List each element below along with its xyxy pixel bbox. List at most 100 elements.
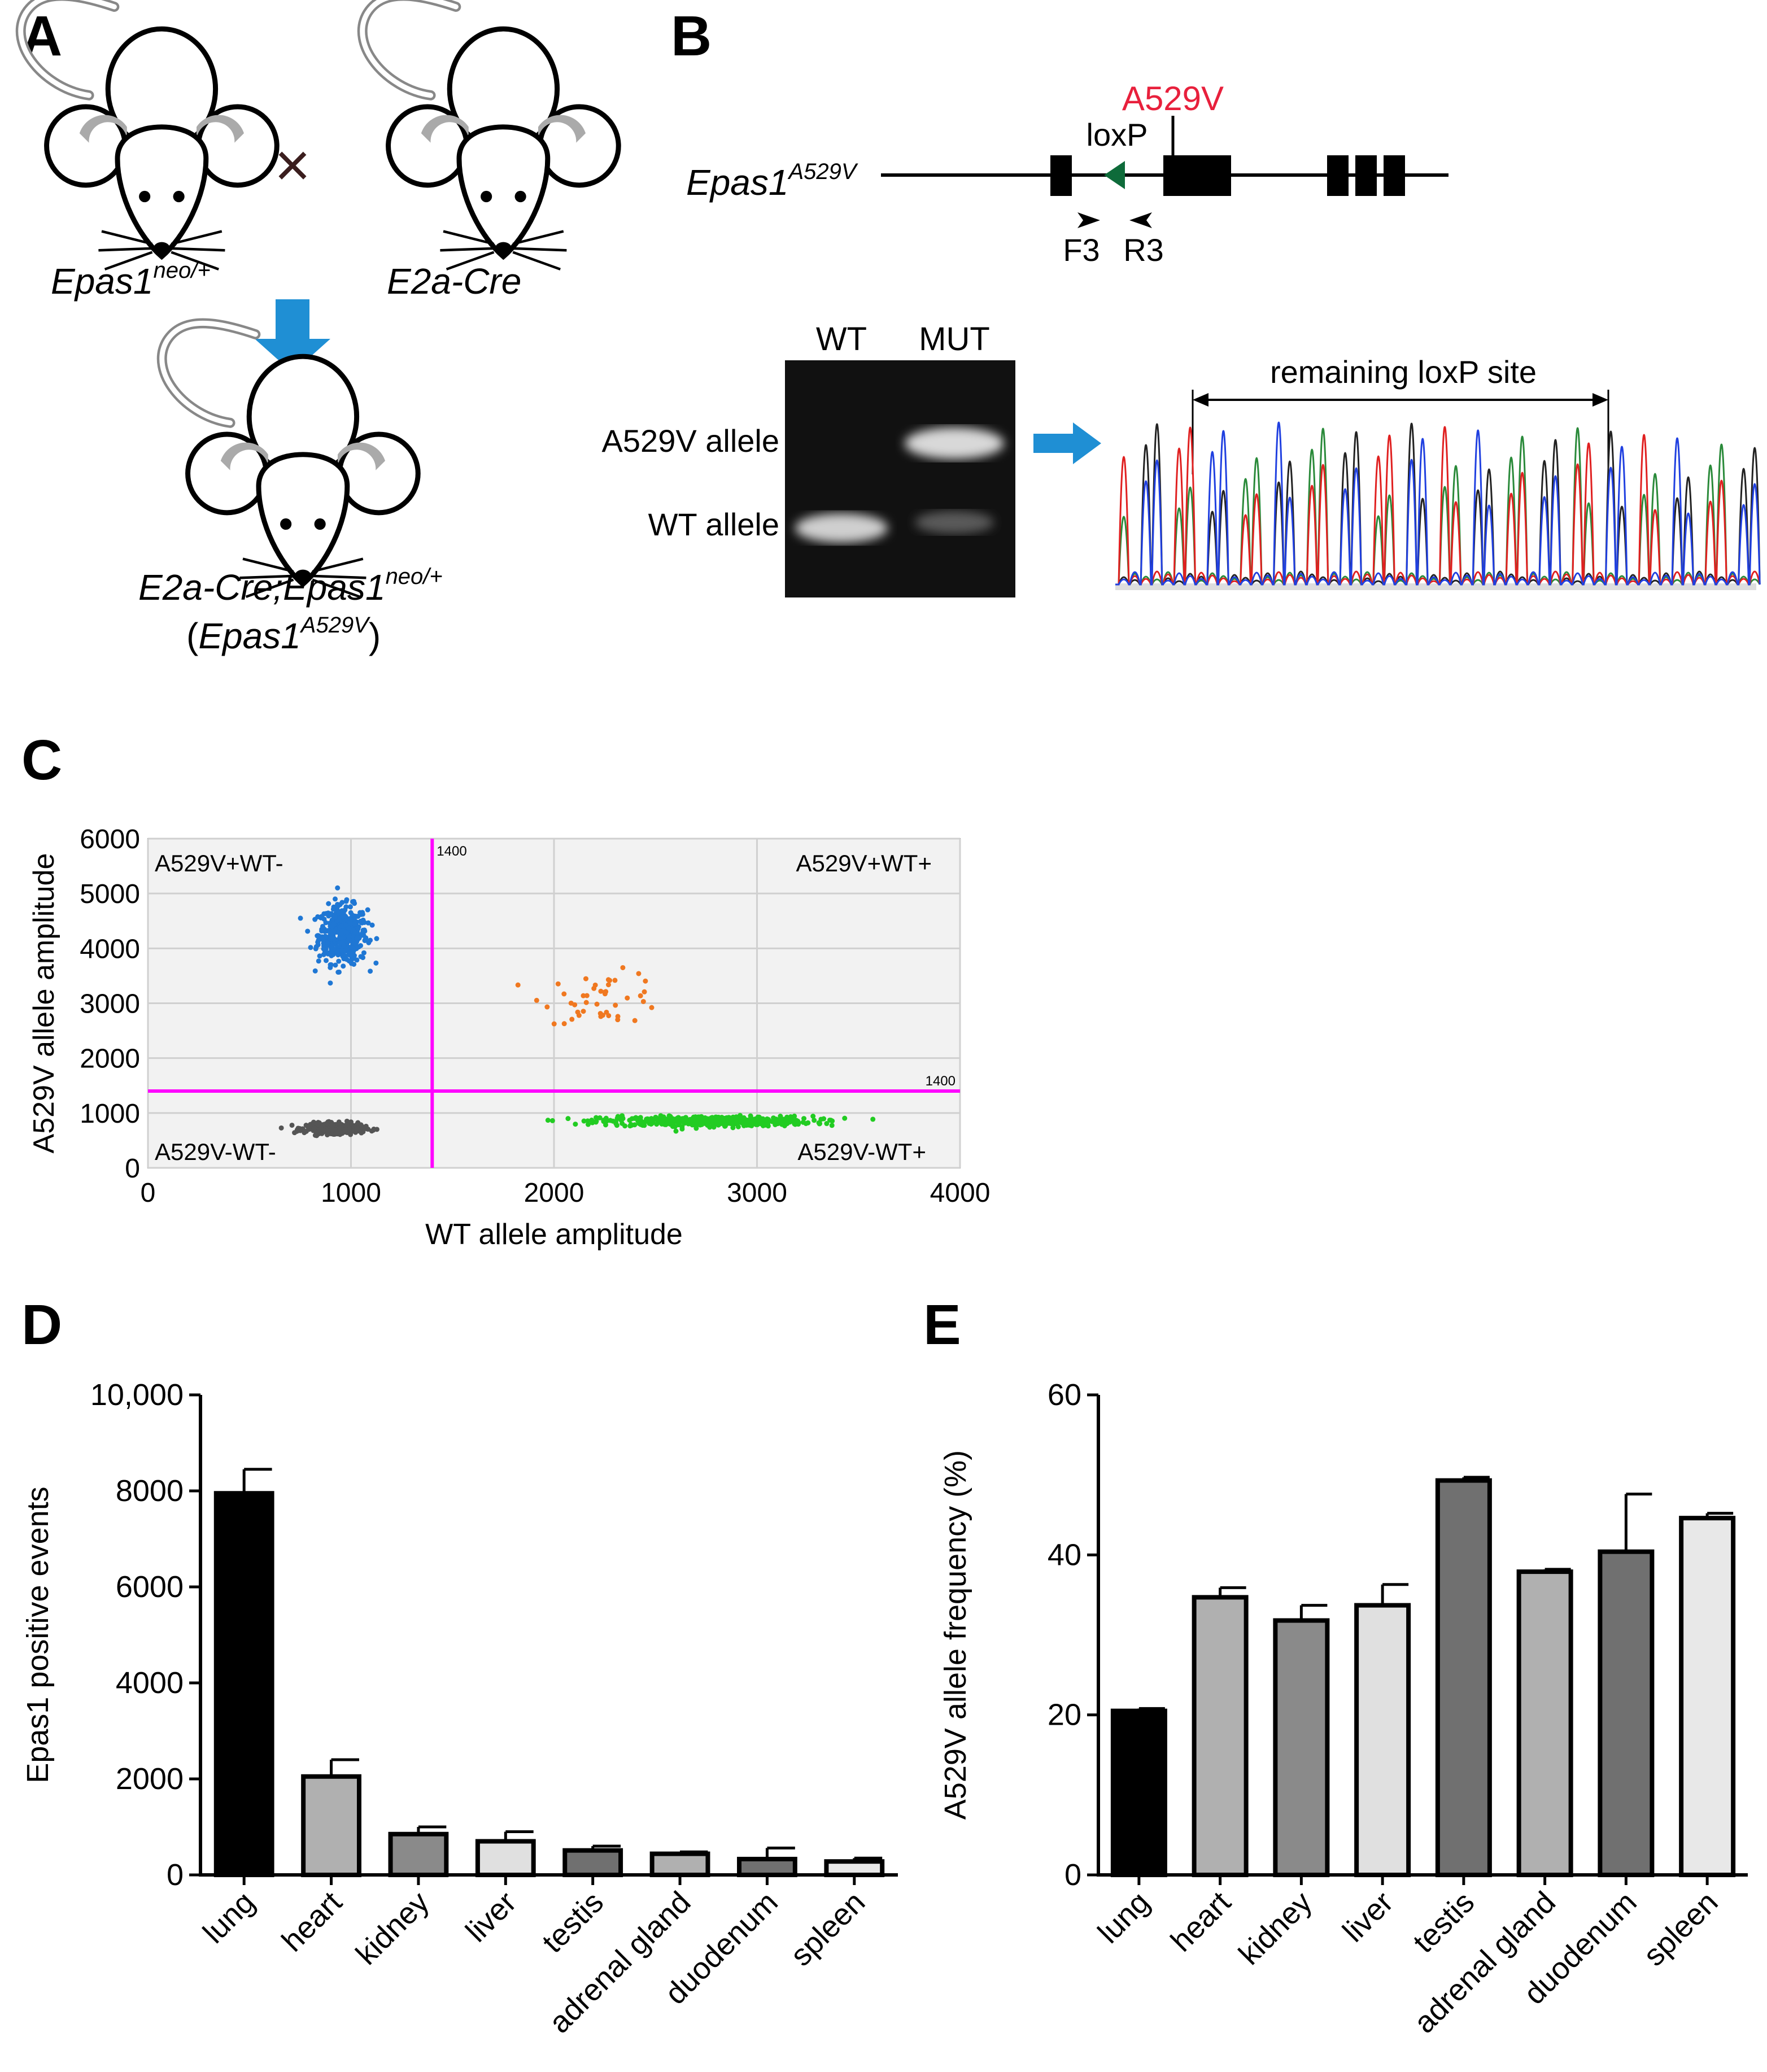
droplet-point (632, 1018, 638, 1023)
droplet-point (745, 1117, 751, 1123)
y-tick-label: 6000 (80, 825, 140, 854)
droplet-point (317, 953, 322, 959)
droplet-point (568, 1000, 574, 1006)
droplet-point (693, 1119, 699, 1125)
droplet-point (323, 920, 329, 926)
droplet-point (368, 969, 373, 974)
bar-lung (1110, 1708, 1167, 1877)
bar-heart (1192, 1595, 1249, 1878)
droplet-point (355, 926, 361, 931)
y-tick-label: 4000 (116, 1666, 184, 1700)
droplet-point (842, 1115, 848, 1121)
quadrant-label-top-right: A529V+WT+ (796, 850, 932, 876)
droplet-point (702, 1117, 708, 1123)
exon-5 (1384, 155, 1405, 196)
droplet-point (601, 1118, 607, 1123)
panel-a: A × Epas1neo/+ E2a-Cre E2a-Cre;Epas1neo/… (21, 0, 619, 656)
threshold-label-y: 1400 (926, 1074, 956, 1089)
mouse-e2a-cre-icon (363, 0, 619, 269)
droplet-point (636, 1119, 642, 1124)
primer-r3-arrow-icon (1129, 212, 1152, 228)
droplet-point (821, 1116, 827, 1122)
y-tick-label: 0 (125, 1154, 140, 1184)
droplet-point (341, 941, 346, 946)
gel-band-mut-wt (915, 511, 994, 534)
bar-adrenal-gland (649, 1851, 710, 1878)
x-tick-label: 2000 (524, 1178, 584, 1208)
droplet-point (329, 924, 335, 930)
droplet-point (770, 1119, 775, 1124)
y-tick-label: 8000 (116, 1474, 184, 1508)
droplet-point (313, 946, 319, 952)
gene-label: Epas1A529V (686, 159, 858, 203)
category-label: heart (276, 1885, 348, 1958)
droplet-point (796, 1122, 801, 1127)
bar-lung (213, 1491, 274, 1877)
droplet-point (606, 1013, 612, 1018)
category-label: spleen (784, 1885, 871, 1973)
droplet-point (342, 1127, 348, 1133)
droplet-point (363, 936, 368, 942)
droplet-point (805, 1120, 811, 1126)
panel-c: C 0 1000 2000 3000 4000 0 1000 2000 3000 4000 5000… (21, 729, 990, 1251)
x-axis-label: WT allele amplitude (425, 1218, 683, 1251)
x-tick-label: 1000 (321, 1178, 381, 1208)
droplet-point (824, 1121, 830, 1127)
droplet-point (315, 942, 321, 948)
droplet-point (350, 912, 355, 918)
droplet-point (352, 901, 357, 906)
droplet-point (801, 1116, 807, 1122)
gel-row-a529v: A529V allele (602, 423, 779, 459)
droplet-point (316, 958, 321, 964)
category-label: testis (1407, 1885, 1481, 1960)
droplet-point (294, 1128, 300, 1134)
category-label: lung (1092, 1885, 1157, 1950)
droplet-point (365, 907, 370, 913)
droplet-point (333, 962, 338, 968)
gel-image (785, 360, 1015, 597)
droplet-point (589, 1118, 595, 1123)
droplet-point (351, 947, 357, 953)
droplet-point (307, 1123, 312, 1128)
droplet-point (619, 1113, 625, 1119)
droplet-point (561, 991, 567, 997)
droplet-point (756, 1114, 762, 1120)
droplet-point (584, 993, 590, 998)
droplet-point (353, 941, 359, 947)
droplet-point (581, 993, 586, 998)
droplet-point (335, 970, 341, 975)
droplet-point (374, 936, 379, 941)
droplet-point (333, 896, 338, 902)
droplet-point (339, 928, 345, 934)
bar-duodenum (1598, 1549, 1655, 1878)
droplet-point (315, 1122, 320, 1127)
droplet-point (670, 1124, 675, 1129)
y-tick-label: 10,000 (90, 1378, 184, 1412)
droplet-point (673, 1128, 679, 1134)
droplet-point (346, 1127, 352, 1132)
droplet-point (734, 1116, 740, 1122)
droplet-point (620, 965, 626, 970)
y-tick-label: 3000 (80, 989, 140, 1019)
y-axis-label: A529V allele amplitude (28, 853, 60, 1154)
category-label: adrenal gland (1407, 1885, 1562, 2040)
panel-d-letter: D (21, 1293, 62, 1356)
offspring-allele-label: (Epas1A529V) (186, 613, 381, 656)
droplet-point (346, 958, 352, 964)
threshold-label-x: 1400 (437, 844, 466, 859)
category-label: liver (1336, 1885, 1399, 1948)
bar-spleen (1679, 1516, 1736, 1878)
droplet-point (638, 993, 643, 998)
bar-testis (1435, 1478, 1492, 1877)
droplet-point (359, 920, 365, 926)
droplet-point (354, 1126, 360, 1132)
droplet-point (744, 1122, 749, 1128)
droplet-point (684, 1117, 690, 1123)
droplet-point (614, 1123, 619, 1128)
droplet-point (312, 968, 318, 974)
droplet-point (759, 1121, 765, 1127)
droplet-point (667, 1119, 673, 1125)
